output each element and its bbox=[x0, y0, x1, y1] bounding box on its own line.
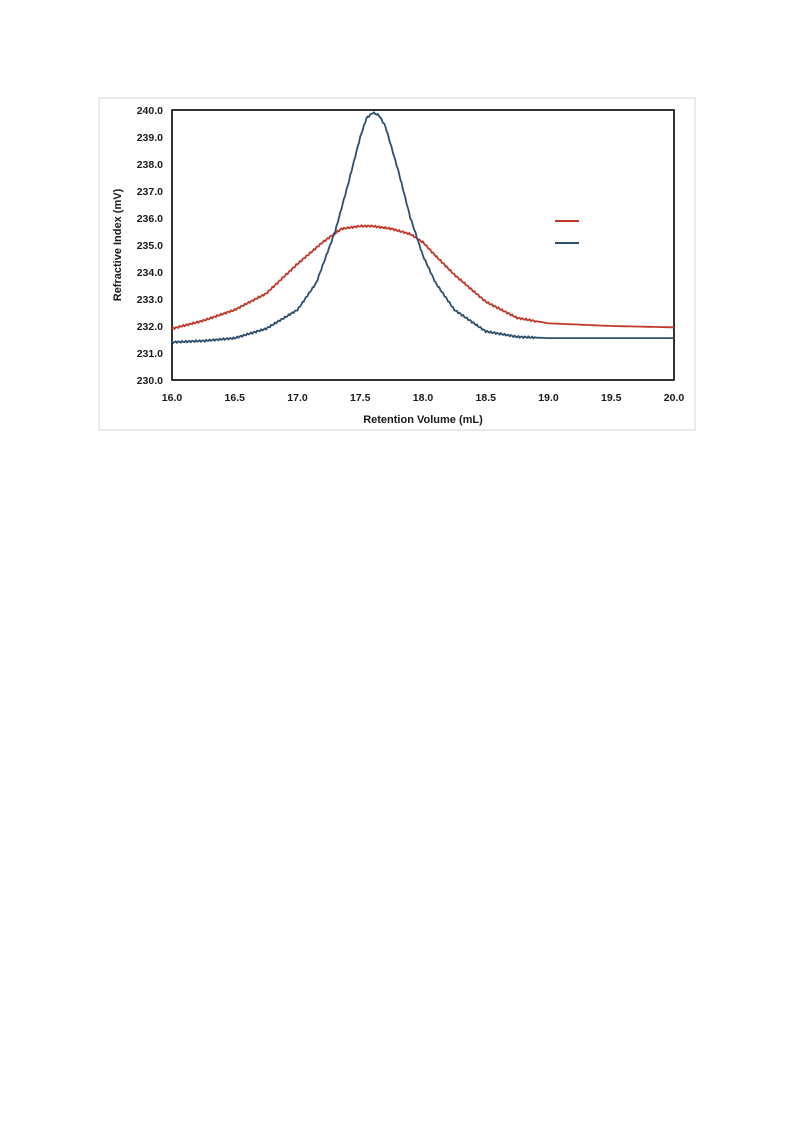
series-lines bbox=[171, 111, 675, 344]
legend bbox=[555, 220, 579, 244]
y-tick-label: 235.0 bbox=[137, 240, 163, 252]
y-tick-label: 237.0 bbox=[137, 186, 163, 198]
plot-area bbox=[171, 109, 675, 381]
x-axis-title: Retention Volume (mL) bbox=[363, 414, 483, 426]
y-tick-label: 232.0 bbox=[137, 321, 163, 333]
y-tick-labels: 230.0 231.0 232.0 233.0 234.0 235.0 236.0 237.0… bbox=[137, 105, 163, 387]
x-tick-label: 17.5 bbox=[350, 392, 371, 404]
series-line-2 bbox=[171, 111, 674, 344]
x-tick-label: 17.0 bbox=[287, 392, 308, 404]
x-tick-label: 19.5 bbox=[601, 392, 622, 404]
y-tick-label: 236.0 bbox=[137, 213, 163, 225]
x-tick-labels: 16.0 16.5 17.0 17.5 18.0 18.5 19.0 19.5 20.0 bbox=[162, 392, 685, 404]
x-tick-label: 20.0 bbox=[664, 392, 685, 404]
x-tick-label: 18.0 bbox=[413, 392, 434, 404]
y-tick-label: 240.0 bbox=[137, 105, 163, 117]
y-tick-label: 231.0 bbox=[137, 348, 163, 360]
y-tick-label: 233.0 bbox=[137, 294, 163, 306]
x-tick-label: 16.5 bbox=[225, 392, 246, 404]
x-tick-label: 16.0 bbox=[162, 392, 183, 404]
y-tick-label: 238.0 bbox=[137, 159, 163, 171]
y-axis-title: Refractive Index (mV) bbox=[112, 188, 124, 301]
x-tick-label: 18.5 bbox=[476, 392, 497, 404]
y-tick-label: 230.0 bbox=[137, 375, 163, 387]
x-tick-label: 19.0 bbox=[538, 392, 559, 404]
series-line-1 bbox=[171, 224, 675, 330]
y-tick-label: 234.0 bbox=[137, 267, 163, 279]
y-tick-label: 239.0 bbox=[137, 132, 163, 144]
